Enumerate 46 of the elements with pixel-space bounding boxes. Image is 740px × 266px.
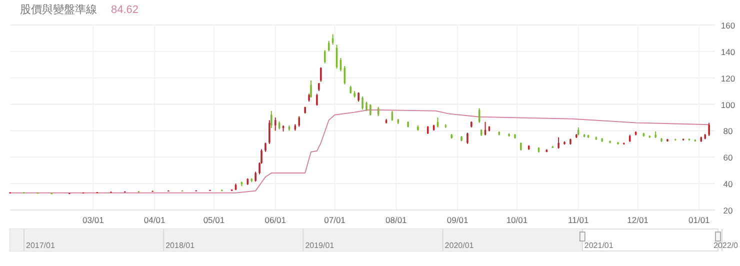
- category-label: 2018/01: [166, 241, 196, 250]
- candlestick: [708, 122, 710, 136]
- y-tick-label: 140: [720, 46, 736, 57]
- x-tick-label: 01/01: [688, 215, 710, 225]
- candlestick: [310, 80, 312, 98]
- candlestick: [558, 136, 560, 150]
- candlestick: [264, 142, 266, 152]
- category-label: 2019/01: [305, 241, 335, 250]
- candlestick: [466, 132, 468, 144]
- y-tick-label: 40: [723, 179, 733, 190]
- category-label: 2020/01: [444, 241, 474, 250]
- line-series: [10, 109, 710, 194]
- candlestick: [366, 101, 368, 112]
- x-tick-label: 09/01: [446, 215, 468, 225]
- y-tick-label: 160: [720, 20, 736, 30]
- x-tick-label: 12/01: [627, 215, 649, 225]
- category-label: 2021/01: [584, 241, 614, 250]
- x-tick-label: 08/01: [386, 215, 408, 225]
- candlestick: [254, 171, 256, 182]
- candlestick: [370, 104, 372, 116]
- candlestick: [362, 96, 364, 110]
- y-tick-label: 80: [723, 126, 733, 136]
- x-tick-label: 06/01: [264, 215, 286, 225]
- text: 84.62: [111, 4, 139, 16]
- candlestick: [270, 110, 272, 129]
- candlestick: [298, 116, 300, 128]
- y-tick-label: 20: [723, 206, 733, 216]
- chart-title: 股價與變盤準線: [20, 3, 97, 16]
- x-tick-label: 05/01: [203, 215, 225, 225]
- category-label: 2022/0: [714, 241, 739, 250]
- category-label: 2017/01: [26, 241, 56, 250]
- x-tick-label: 04/01: [144, 215, 166, 225]
- x-tick-label: 11/01: [568, 215, 589, 225]
- candlestick: [324, 50, 326, 64]
- x-tick-label: 03/01: [82, 215, 104, 225]
- candlestick: [316, 93, 318, 106]
- candlestick: [268, 120, 270, 144]
- x-tick-label: 10/01: [506, 215, 528, 225]
- y-tick-label: 60: [723, 152, 733, 163]
- candlestick: [274, 117, 276, 132]
- candlestick: [358, 92, 360, 102]
- candlestick: [332, 34, 334, 46]
- x-tick-label: 07/01: [324, 215, 346, 225]
- candlestick: [320, 66, 322, 82]
- y-tick-label: 120: [720, 73, 736, 84]
- y-tick-label: 100: [720, 100, 736, 110]
